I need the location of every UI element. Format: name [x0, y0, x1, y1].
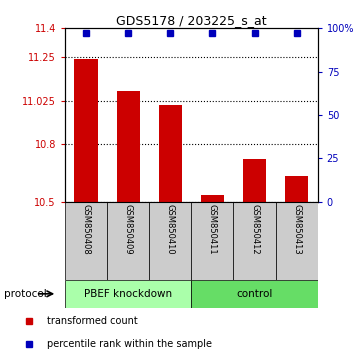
Bar	[159, 105, 182, 202]
Text: GSM850413: GSM850413	[292, 204, 301, 255]
Bar	[107, 202, 149, 280]
Bar	[201, 195, 224, 202]
Bar	[285, 176, 308, 202]
Bar	[149, 202, 191, 280]
Text: protocol: protocol	[4, 289, 46, 299]
Text: GSM850412: GSM850412	[250, 204, 259, 255]
Text: GSM850409: GSM850409	[124, 204, 132, 255]
Text: GSM850410: GSM850410	[166, 204, 175, 255]
Title: GDS5178 / 203225_s_at: GDS5178 / 203225_s_at	[116, 14, 267, 27]
Bar	[191, 280, 318, 308]
Bar	[191, 202, 234, 280]
Bar	[65, 202, 107, 280]
Bar	[65, 280, 191, 308]
Bar	[117, 91, 140, 202]
Text: transformed count: transformed count	[47, 316, 138, 326]
Text: GSM850411: GSM850411	[208, 204, 217, 255]
Bar	[234, 202, 275, 280]
Text: PBEF knockdown: PBEF knockdown	[84, 289, 172, 299]
Text: GSM850408: GSM850408	[82, 204, 91, 255]
Bar	[275, 202, 318, 280]
Bar	[243, 159, 266, 202]
Bar	[74, 59, 97, 202]
Text: percentile rank within the sample: percentile rank within the sample	[47, 339, 212, 349]
Text: control: control	[236, 289, 273, 299]
